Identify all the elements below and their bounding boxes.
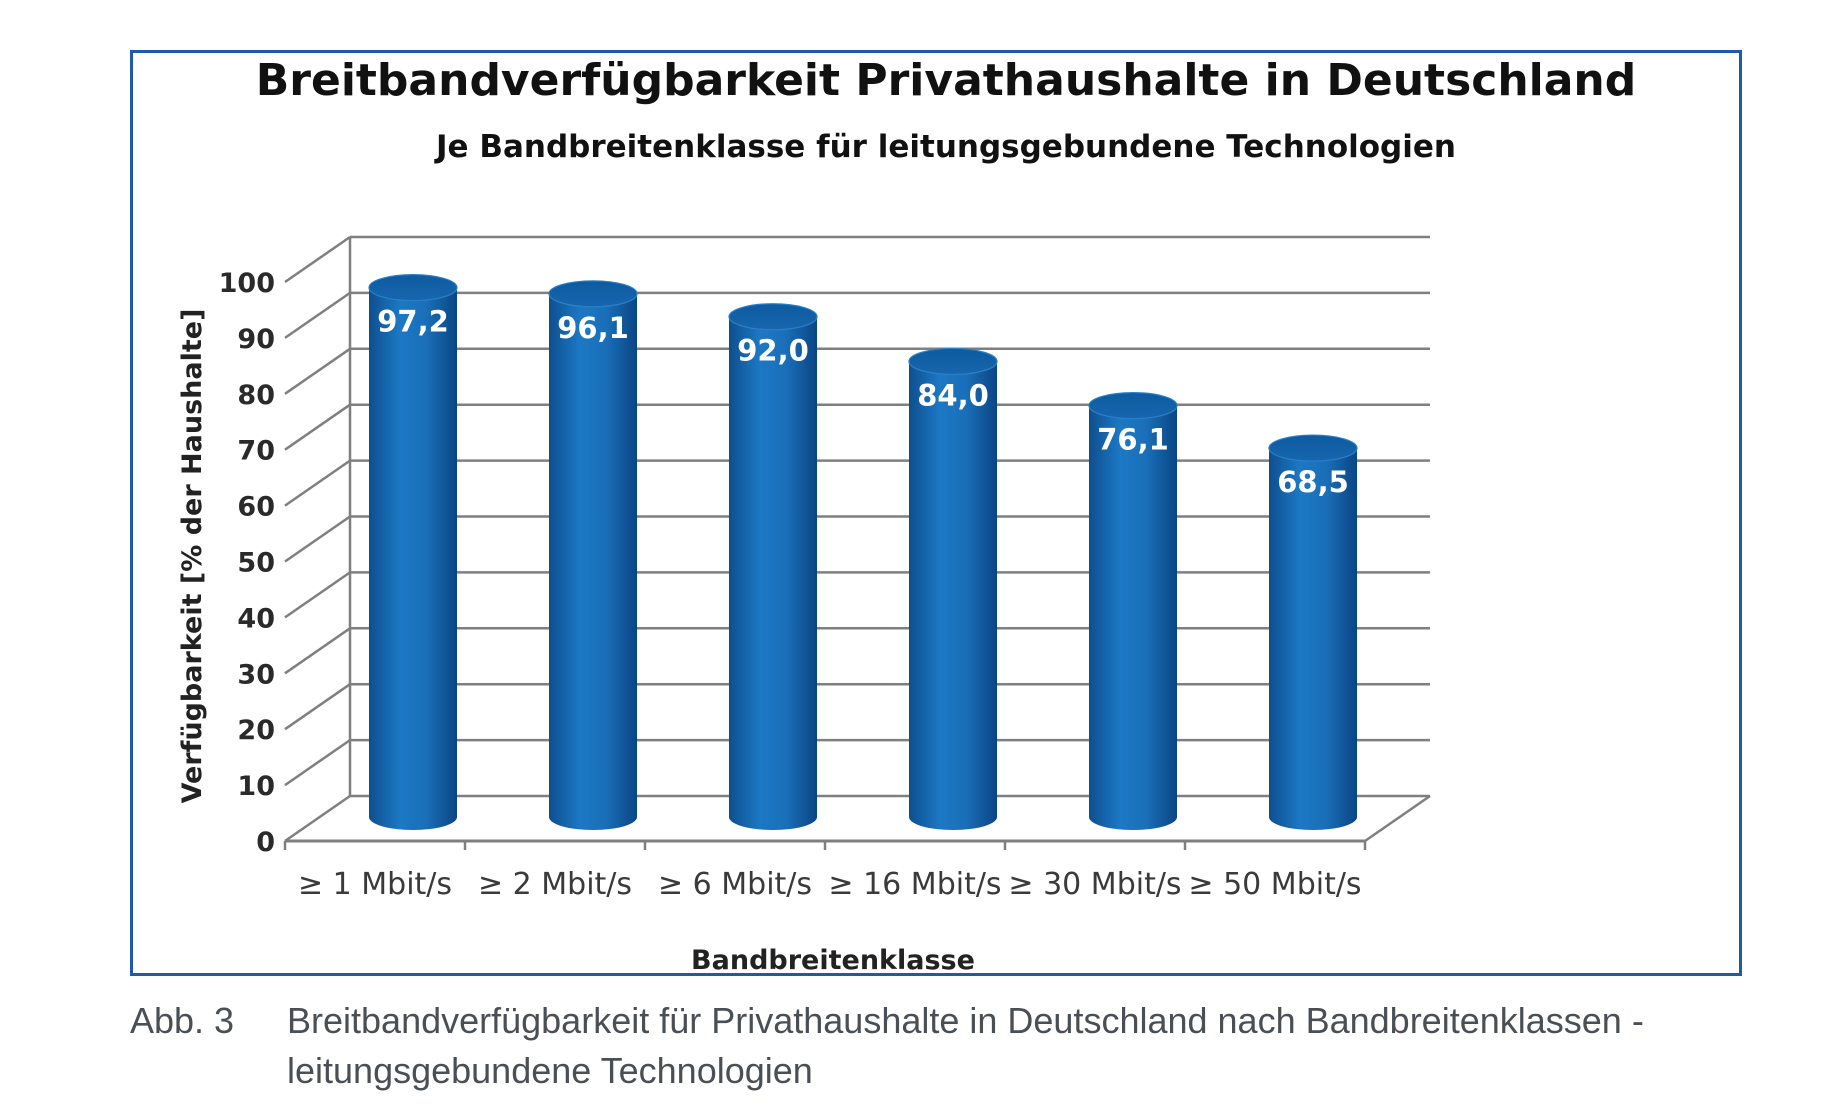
bar: 68,5: [1268, 434, 1358, 830]
bar: 92,0: [728, 303, 818, 831]
bar-top: [1088, 392, 1178, 420]
gridline: [284, 459, 1430, 507]
data-label: 68,5: [1277, 465, 1349, 499]
x-tick-label: ≥ 1 Mbit/s: [298, 867, 452, 902]
y-tick-label: 20: [237, 715, 275, 746]
data-label: 84,0: [917, 378, 989, 412]
y-tick-label: 100: [219, 268, 275, 299]
bar: 84,0: [908, 347, 998, 830]
gridline: [284, 403, 1430, 451]
bar: 97,2: [368, 274, 458, 830]
bar-top: [908, 347, 998, 376]
gridline: [284, 738, 1430, 787]
y-tick-label: 0: [256, 827, 275, 858]
bar-top: [1268, 434, 1358, 462]
bar: 96,1: [548, 280, 638, 830]
bar-body: [729, 316, 817, 831]
gridline: [284, 627, 1430, 675]
bar-body: [549, 293, 637, 830]
gridline: [284, 794, 1430, 843]
bar-top: [368, 274, 458, 302]
caption-text: Breitbandverfügbarkeit für Privathaushal…: [287, 1000, 1644, 1091]
x-tick-label: ≥ 50 Mbit/s: [1188, 867, 1361, 902]
bars: 97,2 96,1 92,0 84,0 76,1 68,5: [368, 274, 1358, 831]
y-tick-label: 70: [237, 436, 275, 467]
y-tick-label: 50: [237, 548, 275, 579]
bar-body: [909, 361, 997, 830]
x-axis-ticks: ≥ 1 Mbit/s ≥ 2 Mbit/s ≥ 6 Mbit/s ≥ 16 Mbit/…: [283, 841, 1367, 902]
x-tick-label: ≥ 30 Mbit/s: [1008, 867, 1181, 902]
caption-label: Abb. 3: [130, 1000, 235, 1041]
gridlines: [284, 235, 1431, 843]
chart-subtitle: Je Bandbreitenklasse für leitungsgebunde…: [434, 129, 1456, 165]
bar: 76,1: [1088, 392, 1178, 830]
bar-body: [1089, 405, 1177, 830]
x-axis-title: Bandbreitenklasse: [691, 945, 975, 973]
bar-top: [548, 280, 638, 308]
y-tick-label: 30: [237, 659, 275, 690]
y-tick-label: 10: [237, 771, 275, 802]
y-tick-label: 60: [237, 492, 275, 523]
data-label: 96,1: [557, 311, 629, 345]
gridline: [284, 682, 1430, 731]
data-label: 92,0: [737, 334, 809, 368]
chart-svg: Breitbandverfügbarkeit Privathaushalte i…: [177, 55, 1637, 973]
x-tick-label: ≥ 6 Mbit/s: [658, 867, 812, 902]
y-tick-label: 40: [237, 603, 275, 634]
y-axis-ticks: 0 10 20 30 40 50 60 70 80 90 100: [219, 268, 275, 858]
gridline: [284, 235, 1430, 284]
bar-top: [728, 303, 818, 331]
gridline: [284, 347, 1430, 395]
gridline: [284, 571, 1430, 619]
chart-title: Breitbandverfügbarkeit Privathaushalte i…: [256, 55, 1637, 106]
data-label: 76,1: [1097, 423, 1169, 457]
y-tick-label: 80: [237, 380, 275, 411]
data-label: 97,2: [377, 305, 449, 339]
bar-body: [1269, 448, 1357, 830]
floor-edge: [1364, 794, 1431, 843]
chart-frame: Breitbandverfügbarkeit Privathaushalte i…: [130, 50, 1742, 976]
y-axis-title: Verfügbarkeit [% der Haushalte]: [177, 309, 208, 804]
x-tick-label: ≥ 2 Mbit/s: [478, 867, 632, 902]
gridline: [284, 515, 1430, 563]
y-tick-label: 90: [237, 324, 275, 355]
x-tick-label: ≥ 16 Mbit/s: [828, 867, 1001, 902]
gridline: [284, 291, 1430, 339]
bar-body: [369, 287, 457, 830]
